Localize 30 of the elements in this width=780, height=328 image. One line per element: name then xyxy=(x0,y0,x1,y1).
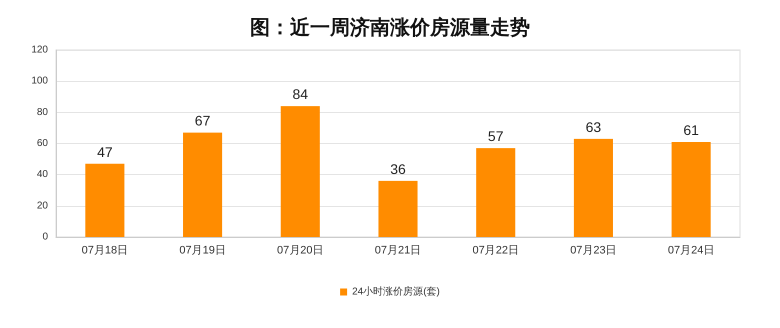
x-tick-label: 07月21日 xyxy=(374,244,422,256)
y-tick-label: 80 xyxy=(36,106,48,118)
x-tick-label: 07月24日 xyxy=(668,244,714,256)
data-label: 84 xyxy=(292,86,308,102)
data-label: 61 xyxy=(683,122,700,138)
x-tick-label: 07月23日 xyxy=(570,244,617,256)
bar xyxy=(183,132,222,237)
bar xyxy=(85,164,124,237)
bar xyxy=(378,180,418,237)
x-tick-label: 07月20日 xyxy=(277,244,324,256)
bar xyxy=(672,142,711,237)
data-label: 67 xyxy=(194,112,211,129)
y-tick-label: 120 xyxy=(31,44,48,56)
data-label: 36 xyxy=(390,160,406,177)
y-tick-label: 20 xyxy=(36,200,48,212)
bar xyxy=(574,138,613,237)
bar xyxy=(280,106,320,237)
bar xyxy=(476,148,516,237)
data-label: 57 xyxy=(488,128,504,144)
x-tick-label: 07月22日 xyxy=(472,244,519,256)
y-tick-label: 100 xyxy=(31,76,48,87)
chart-title: 图：近一周济南涨价房源量走势 xyxy=(250,15,530,39)
y-tick-label: 60 xyxy=(36,138,48,149)
y-tick-label: 0 xyxy=(42,232,48,242)
x-tick-label: 07月19日 xyxy=(179,244,226,256)
data-label: 63 xyxy=(586,118,602,135)
x-tick-label: 07月18日 xyxy=(82,244,128,256)
y-tick-label: 40 xyxy=(36,169,48,180)
legend-label: 24小时涨价房源(套) xyxy=(352,286,440,298)
data-label: 47 xyxy=(97,144,113,160)
